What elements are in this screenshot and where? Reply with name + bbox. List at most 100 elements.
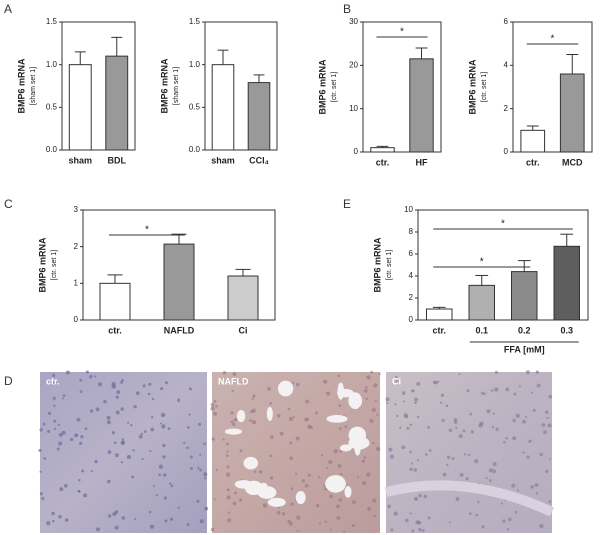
nucleus bbox=[52, 396, 56, 400]
nucleus bbox=[399, 426, 402, 429]
nucleus bbox=[163, 473, 167, 477]
nucleus bbox=[301, 479, 305, 483]
nucleus bbox=[95, 527, 100, 532]
nucleus bbox=[488, 479, 492, 483]
nucleus bbox=[423, 494, 428, 499]
nucleus bbox=[199, 453, 202, 456]
y-tick-label: 0 bbox=[354, 147, 359, 156]
nucleus bbox=[411, 389, 415, 393]
image-label: NAFLD bbox=[218, 376, 249, 386]
nucleus bbox=[315, 504, 320, 508]
nucleus bbox=[365, 386, 368, 389]
nucleus bbox=[95, 407, 100, 412]
bar bbox=[105, 55, 129, 151]
nucleus bbox=[539, 452, 544, 457]
y-axis-sublabel: [ctr. set 1] bbox=[481, 72, 488, 102]
nucleus bbox=[386, 402, 389, 405]
nucleus bbox=[204, 476, 207, 480]
nucleus bbox=[295, 472, 298, 476]
fat-droplet bbox=[266, 406, 273, 421]
nucleus bbox=[517, 489, 520, 492]
nucleus bbox=[548, 458, 551, 461]
y-axis-sublabel: [ctr. set 1] bbox=[331, 72, 338, 102]
x-tick-label: ctr. bbox=[432, 325, 446, 335]
nucleus bbox=[411, 529, 415, 533]
nucleus bbox=[547, 423, 552, 428]
nucleus bbox=[328, 459, 333, 464]
nucleus bbox=[306, 417, 309, 421]
nucleus bbox=[315, 411, 319, 415]
nucleus bbox=[491, 425, 495, 429]
nucleus bbox=[448, 428, 453, 433]
x-tick-label: ctr. bbox=[376, 157, 390, 167]
nucleus bbox=[196, 499, 200, 503]
fat-droplet bbox=[339, 444, 352, 452]
bar bbox=[68, 64, 92, 151]
y-axis-label: BMP6 mRNA bbox=[467, 59, 477, 115]
nucleus bbox=[215, 468, 218, 472]
significance-label: * bbox=[551, 34, 555, 45]
nucleus bbox=[389, 454, 394, 459]
x-tick-label: MCD bbox=[562, 157, 583, 167]
nucleus bbox=[169, 517, 174, 521]
nucleus bbox=[203, 472, 208, 477]
nucleus bbox=[427, 425, 431, 429]
nucleus bbox=[65, 370, 70, 375]
nucleus bbox=[169, 482, 172, 485]
nucleus bbox=[150, 427, 155, 432]
image-label: ctr. bbox=[46, 376, 60, 386]
nucleus bbox=[78, 478, 81, 482]
nucleus bbox=[77, 489, 81, 493]
nucleus bbox=[413, 496, 419, 501]
nucleus bbox=[506, 528, 510, 531]
nucleus bbox=[276, 510, 281, 515]
nucleus bbox=[63, 484, 68, 488]
histology-image bbox=[38, 370, 209, 533]
fat-droplet bbox=[257, 486, 277, 499]
nucleus bbox=[446, 463, 449, 467]
nucleus bbox=[544, 410, 549, 414]
nucleus bbox=[52, 519, 55, 523]
nucleus bbox=[152, 484, 155, 487]
nucleus bbox=[495, 427, 499, 431]
nucleus bbox=[388, 447, 393, 452]
nucleus bbox=[177, 399, 181, 403]
nucleus bbox=[292, 415, 296, 419]
nucleus bbox=[115, 395, 119, 399]
nucleus bbox=[372, 441, 375, 445]
nucleus bbox=[253, 470, 257, 473]
y-tick-label: 2 bbox=[74, 242, 79, 251]
nucleus bbox=[189, 455, 193, 459]
nucleus bbox=[289, 441, 293, 445]
nucleus bbox=[503, 440, 506, 444]
y-tick-label: 0.5 bbox=[189, 102, 201, 111]
nucleus bbox=[532, 408, 536, 413]
nucleus bbox=[160, 412, 166, 418]
fat-droplet bbox=[295, 490, 306, 505]
nucleus bbox=[548, 500, 552, 504]
nucleus bbox=[494, 370, 498, 375]
nucleus bbox=[486, 409, 491, 414]
nucleus bbox=[89, 409, 94, 413]
nucleus bbox=[281, 512, 286, 516]
nucleus bbox=[160, 422, 163, 425]
nucleus bbox=[403, 400, 406, 403]
nucleus bbox=[64, 518, 69, 522]
nucleus bbox=[47, 411, 52, 415]
bar bbox=[511, 271, 538, 321]
nucleus bbox=[492, 462, 497, 467]
nucleus bbox=[372, 498, 377, 503]
nucleus bbox=[367, 506, 372, 511]
y-tick-label: 4 bbox=[504, 60, 509, 69]
nucleus bbox=[394, 403, 397, 406]
nucleus bbox=[290, 502, 294, 506]
nucleus bbox=[478, 423, 483, 428]
nucleus bbox=[46, 521, 51, 526]
y-axis-label: BMP6 mRNA bbox=[37, 237, 47, 293]
nucleus bbox=[373, 383, 378, 388]
nucleus bbox=[409, 450, 412, 454]
nucleus bbox=[404, 414, 409, 419]
nucleus bbox=[541, 423, 546, 427]
nucleus bbox=[210, 403, 215, 407]
nucleus bbox=[428, 449, 432, 452]
